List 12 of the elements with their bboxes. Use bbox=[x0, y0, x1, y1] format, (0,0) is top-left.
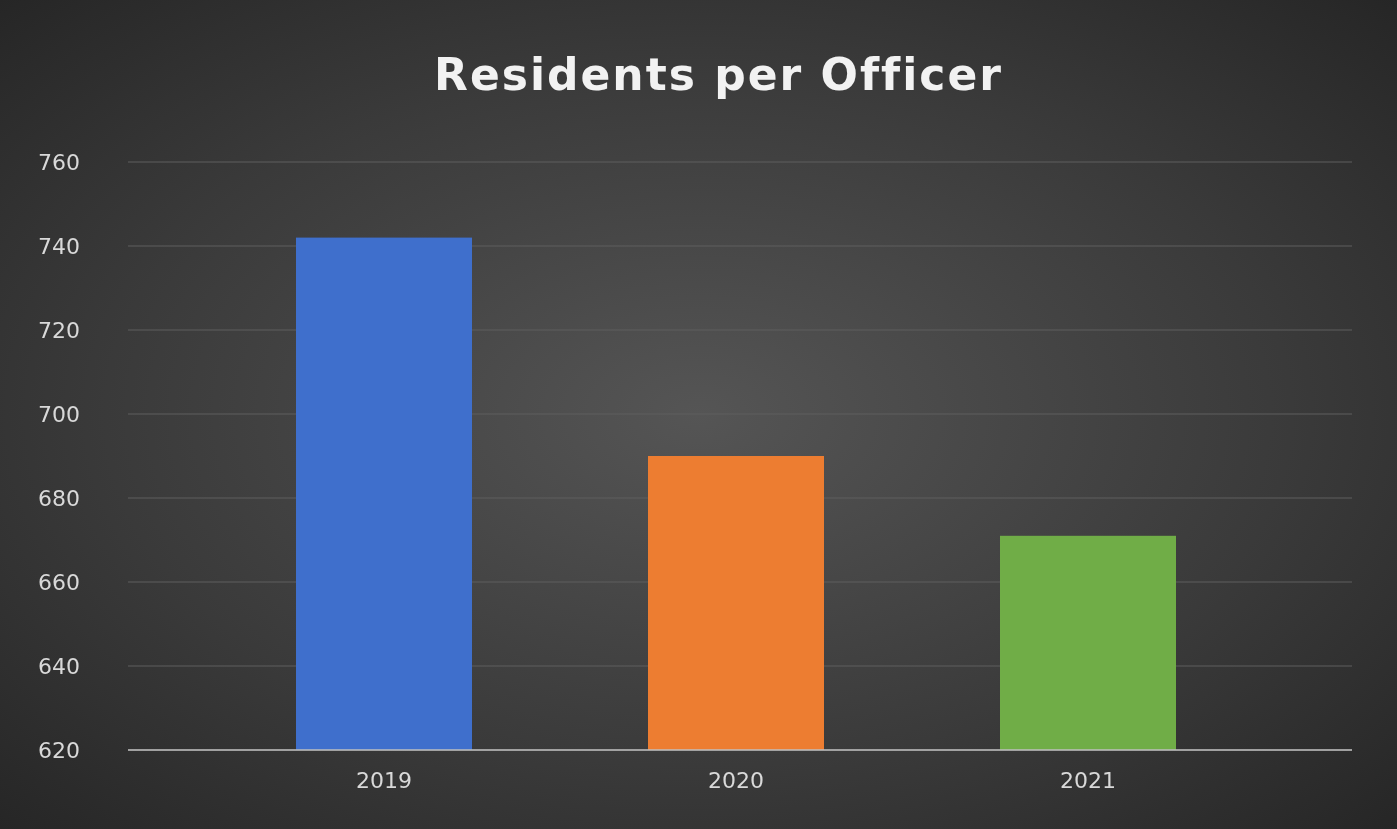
y-tick-label: 700 bbox=[38, 401, 80, 427]
chart-title: Residents per Officer bbox=[434, 49, 1003, 100]
y-tick-label: 640 bbox=[38, 653, 80, 679]
y-tick-label: 760 bbox=[38, 149, 80, 175]
y-tick-label: 620 bbox=[38, 737, 80, 763]
y-tick-label: 680 bbox=[38, 485, 80, 511]
x-tick-label: 2021 bbox=[1060, 767, 1116, 793]
y-tick-label: 740 bbox=[38, 233, 80, 259]
x-tick-label: 2020 bbox=[708, 767, 764, 793]
x-tick-label: 2019 bbox=[356, 767, 412, 793]
y-tick-label: 660 bbox=[38, 569, 80, 595]
y-tick-label: 720 bbox=[38, 317, 80, 343]
